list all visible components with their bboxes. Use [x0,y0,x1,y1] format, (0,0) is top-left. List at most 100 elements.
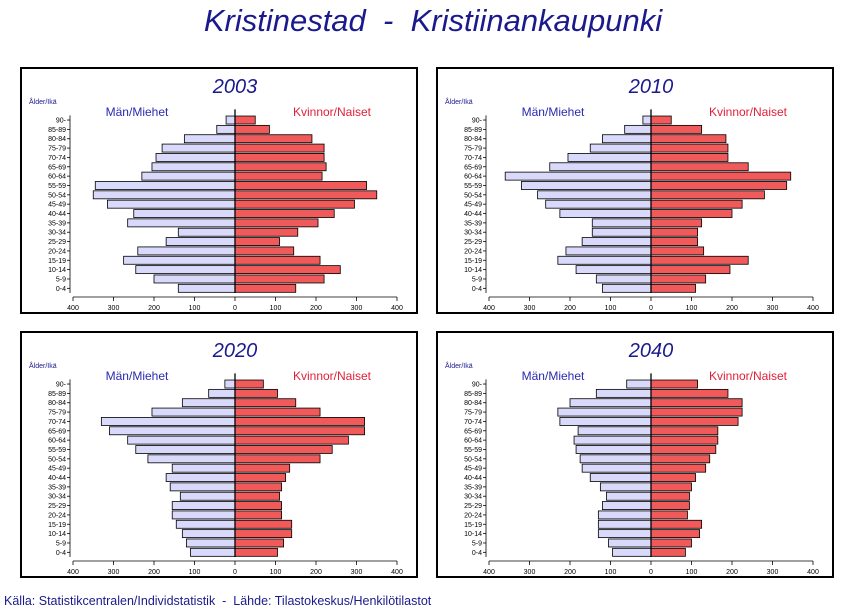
age-category-label: 55-59 [464,183,482,190]
x-tick-label: 300 [767,305,779,312]
women-bar [234,529,293,539]
men-bar [151,162,236,172]
age-category-label: 70-74 [464,155,482,162]
women-bar [650,445,717,454]
x-tick-label: 200 [148,569,160,576]
men-bar [597,529,652,539]
pyramid-panel-2020: 2020 Ålder/Ikä Män/Miehet Kvinnor/Naiset 0-4… [20,331,418,578]
pyramid-chart-2020: 2020 Ålder/Ikä Män/Miehet Kvinnor/Naiset 0-4… [29,340,403,576]
men-bar [557,255,652,265]
age-category-label: 60-64 [48,438,66,445]
age-category-label: 45-49 [48,466,66,473]
age-category-label: 45-49 [464,466,482,473]
age-category-label: 75-79 [48,146,66,153]
x-tick-label: 200 [564,569,576,576]
men-bar [165,473,236,482]
men-bar [612,547,652,557]
men-bar [224,379,236,389]
x-tick-label: 100 [686,305,698,312]
women-bar [234,246,295,256]
women-bar [234,407,321,417]
age-category-label: 30-34 [464,494,482,501]
x-tick-label: 300 [767,569,779,576]
age-category-label: 10-14 [464,267,482,274]
age-category-label: 5-9 [56,540,66,547]
men-bar [537,190,652,200]
x-tick-label: 200 [310,569,322,576]
men-bar [109,426,236,436]
women-bar [650,218,703,228]
age-category-label: 35-39 [464,484,482,491]
women-series-label: Kvinnor/Naiset [709,105,788,119]
men-bar [181,529,236,539]
men-bar [589,143,652,153]
men-series-label: Män/Miehet [106,369,169,383]
x-tick-label: 300 [524,569,536,576]
women-bar [650,274,707,284]
age-category-label: 0-4 [472,550,482,557]
women-bar [650,209,733,218]
women-bar [234,171,323,181]
x-tick-label: 300 [108,569,120,576]
men-bar [599,482,652,492]
x-tick-label: 400 [391,569,403,576]
women-bar [650,162,749,172]
age-category-label: 70-74 [464,419,482,426]
x-tick-label: 300 [351,305,363,312]
women-series-label: Kvinnor/Naiset [293,105,372,119]
men-bar [133,209,236,218]
men-bar [579,454,652,464]
age-category-label: 10-14 [48,267,66,274]
age-category-label: 15-19 [464,522,482,529]
women-bar [650,417,739,426]
women-bar [234,115,256,125]
age-category-label: 80-84 [464,136,482,143]
women-bar [650,255,749,265]
men-bar [177,283,236,293]
men-bar [573,435,652,445]
men-bar [569,398,652,408]
men-bar [601,283,652,293]
source-note: Källa: Statistikcentralen/Individstatist… [4,594,432,608]
women-bar [650,227,698,237]
age-category-label: 25-29 [48,503,66,510]
women-bar [650,510,688,520]
women-bar [650,426,719,436]
chart-year-title: 2040 [628,340,674,362]
age-category-label: 15-19 [48,258,66,265]
men-bar [589,473,652,482]
x-tick-label: 100 [189,569,201,576]
x-tick-label: 400 [391,305,403,312]
men-bar [608,538,652,548]
men-bar [601,134,652,144]
women-bar [234,199,355,209]
men-bar [595,274,652,284]
women-bar [234,435,349,445]
age-category-label: 60-64 [464,438,482,445]
men-bar [577,426,652,436]
age-category-label: 30-34 [464,230,482,237]
pyramid-chart-2003: 2003 Ålder/Ikä Män/Miehet Kvinnor/Naiset 0-4… [29,76,403,312]
age-category-label: 85-89 [48,391,66,398]
men-bar [177,227,236,237]
men-bar [181,398,236,408]
men-bar [504,171,652,181]
men-bar [165,237,236,246]
women-bar [234,491,280,501]
men-bar [94,181,236,190]
men-bar [185,538,236,548]
pyramid-chart-2040: 2040 Ålder/Ikä Män/Miehet Kvinnor/Naiset 0-4… [445,340,819,576]
women-bar [650,237,698,246]
age-category-label: 15-19 [48,522,66,529]
men-bar [127,218,236,228]
men-bar [557,407,652,417]
age-category-label: 50-54 [464,456,482,463]
women-bar [234,218,319,228]
women-bar [650,379,698,389]
women-bar [234,519,293,529]
women-bar [650,181,788,190]
chart-year-title: 2010 [628,76,674,98]
women-series-label: Kvinnor/Naiset [293,369,372,383]
women-bar [650,482,692,492]
women-bar [650,519,703,529]
